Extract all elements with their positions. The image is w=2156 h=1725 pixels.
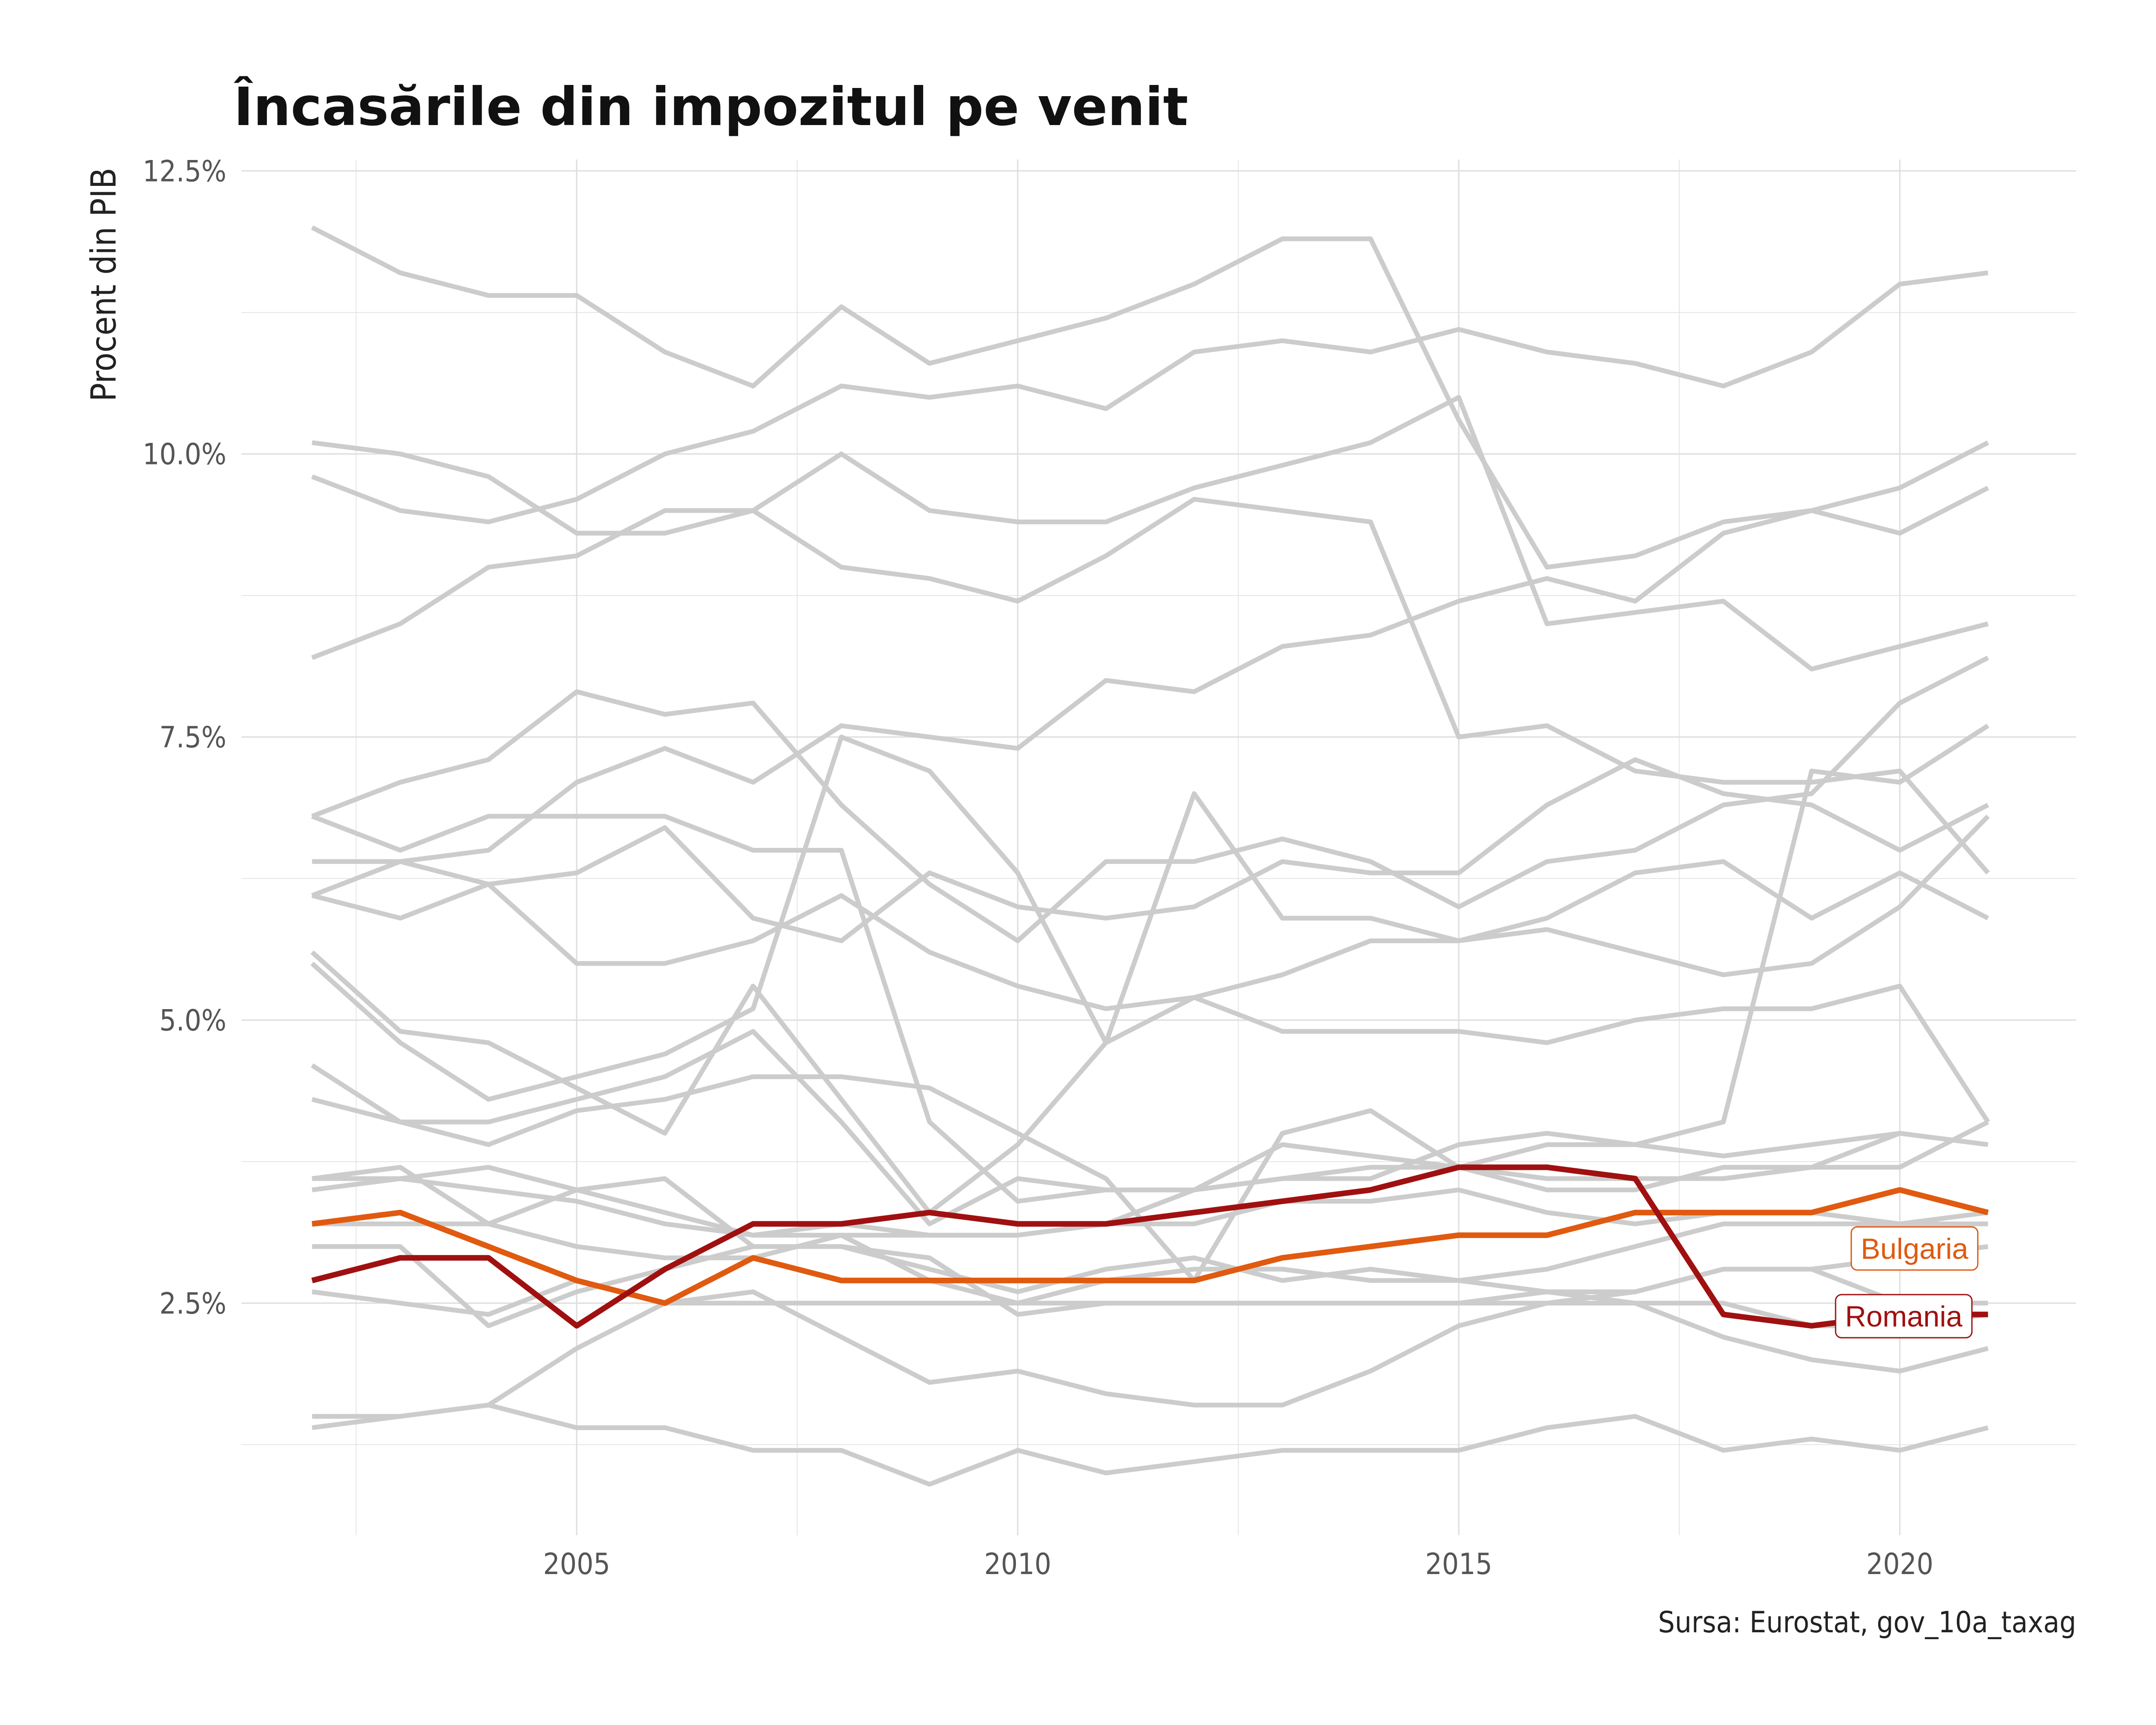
highlight-series [311, 1164, 1989, 1329]
series-line [310, 724, 1990, 1226]
series-line [311, 225, 1989, 570]
series-label-bulgaria: Bulgaria [1850, 1226, 1979, 1271]
background-series [310, 225, 1990, 1487]
x-tick-label: 2005 [543, 1547, 611, 1581]
x-tick-label: 2020 [1866, 1547, 1934, 1581]
x-tick-label: 2015 [1425, 1547, 1492, 1581]
series-line [311, 1402, 1989, 1487]
y-axis-label: Procent din PIB [84, 168, 124, 402]
series-line [312, 859, 1990, 1123]
series-line [311, 656, 1989, 944]
series-line [310, 734, 1989, 1102]
x-tick-labels: 2005 2010 2015 2020 [543, 1547, 1934, 1581]
y-tick-label: 7.5% [160, 721, 226, 755]
series-labels: Bulgaria Romania [1835, 1226, 1979, 1339]
y-tick-label: 12.5% [143, 154, 226, 188]
series-line [311, 440, 1989, 898]
series-line [311, 497, 1990, 875]
x-tick-label: 2010 [984, 1547, 1051, 1581]
y-tick-label: 2.5% [160, 1287, 226, 1321]
chart-title: Încasările din impozitul pe venit [234, 76, 1188, 138]
series-line [312, 1221, 1989, 1374]
series-line [311, 1074, 1989, 1283]
series-line-bulgaria [311, 1187, 1989, 1306]
y-tick-label: 5.0% [160, 1004, 226, 1038]
y-tick-labels: 2.5% 5.0% 7.5% 10.0% 12.5% [143, 154, 226, 1321]
source-caption: Sursa: Eurostat, gov_10a_taxag [1658, 1606, 2076, 1640]
series-line [312, 1131, 1989, 1238]
series-line [311, 270, 1989, 524]
series-line-romania [311, 1164, 1988, 1329]
y-tick-label: 10.0% [143, 438, 226, 472]
series-line [312, 1301, 1989, 1419]
series-line [312, 395, 1989, 671]
svg-text:Bulgaria: Bulgaria [1861, 1233, 1968, 1265]
series-line [312, 1221, 1988, 1328]
svg-text:Romania: Romania [1845, 1300, 1962, 1333]
series-label-romania: Romania [1835, 1294, 1973, 1339]
